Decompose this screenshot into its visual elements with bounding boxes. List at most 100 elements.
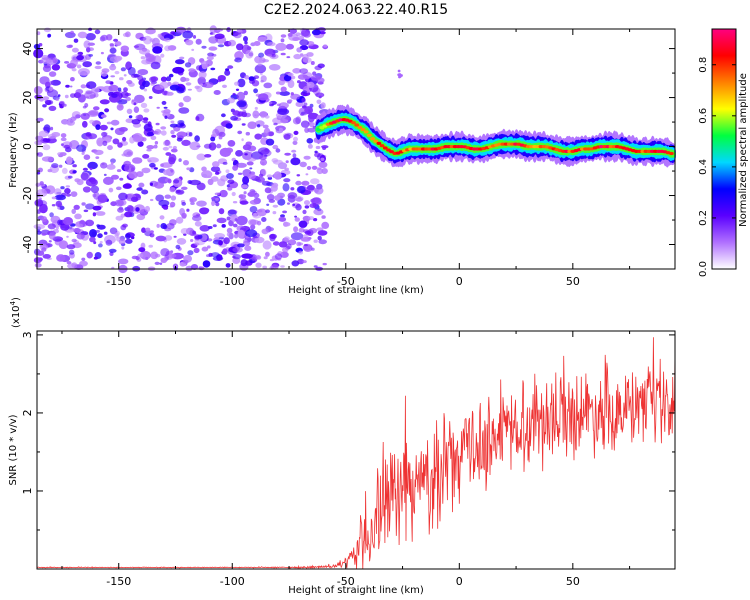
- noise-speckle: [215, 197, 219, 201]
- noise-speckle: [150, 198, 154, 202]
- noise-speckle: [280, 34, 287, 38]
- noise-speckle: [33, 48, 44, 59]
- noise-speckle: [285, 160, 289, 164]
- colorbar-axes: 0.0 0.2 0.4 0.6 0.8: [698, 28, 737, 277]
- noise-speckle: [48, 105, 57, 111]
- colorbar-frame: [711, 28, 737, 270]
- noise-speckle: [167, 81, 172, 87]
- noise-speckle: [73, 38, 79, 43]
- noise-speckle: [302, 90, 307, 94]
- noise-speckle: [77, 94, 86, 103]
- noise-speckle: [51, 204, 56, 207]
- noise-speckle: [82, 105, 87, 109]
- noise-speckle: [280, 86, 287, 92]
- noise-speckle: [266, 194, 275, 201]
- noise-speckle: [51, 64, 61, 71]
- noise-speckle: [65, 84, 70, 88]
- noise-speckle: [315, 92, 325, 98]
- noise-speckle: [261, 217, 267, 222]
- noise-speckle: [138, 182, 145, 188]
- noise-speckle: [264, 187, 272, 194]
- signal-peak: [363, 130, 369, 134]
- noise-speckle: [160, 162, 173, 168]
- noise-speckle: [146, 148, 152, 152]
- noise-speckle: [179, 56, 185, 60]
- noise-speckle: [88, 54, 93, 57]
- noise-speckle: [77, 68, 90, 76]
- noise-speckle: [170, 195, 177, 201]
- noise-speckle: [302, 209, 307, 215]
- noise-speckle: [219, 189, 228, 198]
- spectrogram-y-tick-label: 40: [21, 42, 34, 56]
- noise-speckle: [175, 26, 187, 34]
- noise-speckle: [314, 186, 324, 195]
- noise-speckle: [48, 71, 57, 77]
- noise-speckle: [218, 240, 223, 246]
- noise-speckle: [108, 248, 117, 253]
- noise-speckle: [103, 231, 108, 235]
- noise-speckle: [140, 102, 148, 109]
- noise-speckle: [139, 250, 151, 260]
- noise-speckle: [156, 106, 160, 109]
- noise-speckle: [114, 199, 124, 207]
- noise-speckle: [212, 224, 217, 228]
- noise-speckle: [194, 221, 202, 227]
- noise-speckle: [198, 71, 207, 79]
- noise-speckle: [65, 185, 71, 188]
- noise-speckle: [89, 167, 93, 171]
- noise-speckle: [315, 145, 321, 150]
- noise-speckle: [302, 57, 312, 64]
- noise-speckle: [60, 137, 67, 142]
- noise-speckle: [192, 215, 202, 222]
- noise-speckle: [298, 107, 309, 116]
- noise-speckle: [182, 30, 194, 39]
- noise-speckle: [181, 186, 188, 190]
- noise-speckle: [318, 239, 328, 245]
- noise-speckle: [163, 206, 169, 210]
- noise-speckle: [175, 244, 181, 250]
- noise-speckle: [196, 153, 206, 161]
- noise-speckle: [218, 208, 225, 215]
- noise-speckle: [303, 155, 311, 160]
- noise-speckle: [274, 253, 283, 260]
- noise-speckle: [210, 166, 221, 173]
- noise-speckle: [157, 33, 162, 38]
- noise-speckle: [320, 102, 326, 109]
- noise-speckle: [242, 240, 251, 246]
- noise-speckle: [215, 202, 220, 207]
- noise-speckle: [39, 76, 50, 85]
- noise-speckle: [81, 257, 86, 261]
- noise-speckle: [296, 47, 303, 53]
- noise-speckle: [294, 217, 300, 222]
- noise-speckle: [159, 262, 163, 265]
- noise-speckle: [270, 264, 279, 270]
- noise-speckle: [268, 199, 275, 203]
- noise-speckle: [60, 143, 64, 147]
- snr-axes: -150 -100 -50 0 50 1 2 3: [21, 331, 675, 588]
- chart-title: C2E2.2024.063.22.40.R15: [264, 2, 448, 18]
- noise-speckle: [238, 194, 244, 199]
- noise-speckle: [92, 205, 102, 211]
- noise-speckle: [100, 51, 104, 55]
- noise-speckle: [160, 163, 164, 167]
- noise-speckle: [213, 233, 226, 239]
- noise-speckle: [114, 55, 123, 61]
- noise-speckle: [255, 112, 259, 116]
- noise-speckle: [285, 43, 294, 50]
- noise-speckle: [232, 201, 238, 204]
- noise-speckle: [208, 142, 217, 151]
- noise-speckle: [207, 245, 211, 249]
- noise-speckle: [186, 167, 191, 171]
- noise-speckle: [268, 131, 275, 137]
- noise-speckle: [215, 171, 220, 175]
- noise-speckle: [105, 80, 112, 84]
- noise-speckle: [163, 106, 168, 109]
- noise-speckle: [154, 261, 160, 265]
- noise-speckle: [243, 191, 247, 195]
- noise-speckle: [232, 247, 243, 253]
- noise-speckle: [210, 136, 216, 142]
- snr-x-tick-label: 0: [456, 575, 463, 588]
- noise-speckle: [292, 153, 297, 159]
- colorbar-tick-label: 0.0: [698, 261, 709, 277]
- noise-speckle: [280, 52, 286, 56]
